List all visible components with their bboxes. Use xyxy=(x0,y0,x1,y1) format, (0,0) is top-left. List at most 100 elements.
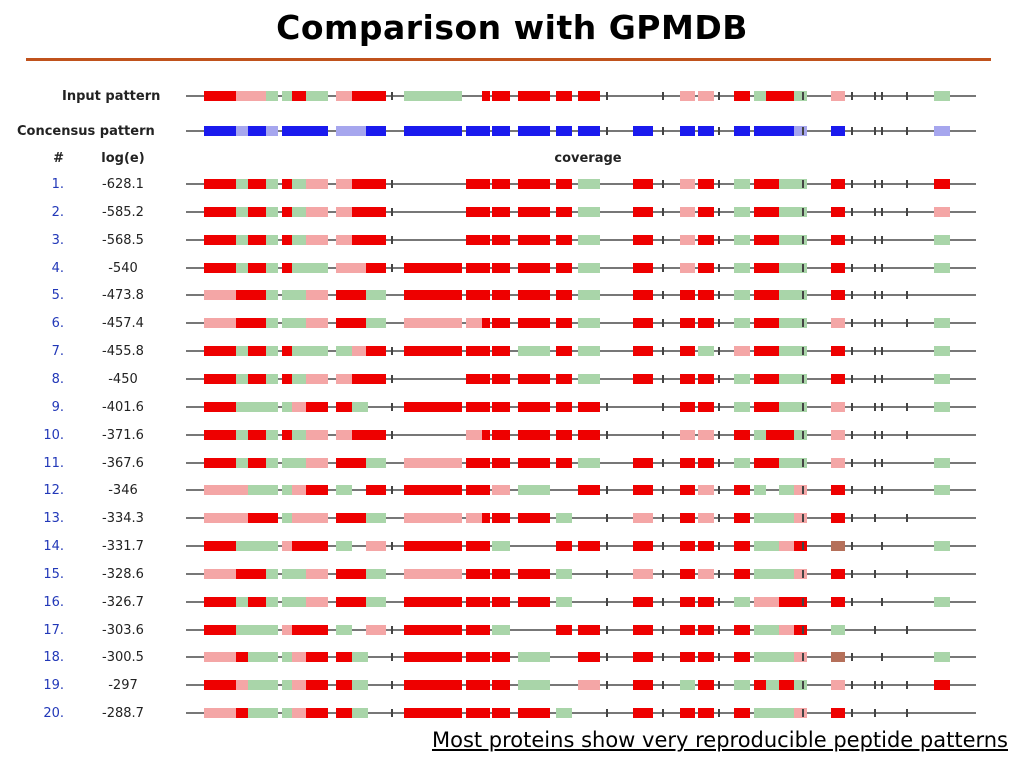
peptide-segment xyxy=(831,708,845,718)
peptide-segment xyxy=(556,126,572,136)
column-header-coverage: coverage xyxy=(554,151,622,166)
peptide-segment xyxy=(556,235,572,245)
cleavage-tick xyxy=(881,92,883,100)
row-loge: -288.7 xyxy=(102,706,144,721)
row-number[interactable]: 6. xyxy=(51,316,64,331)
row-number[interactable]: 11. xyxy=(43,456,64,471)
peptide-segment xyxy=(236,179,251,189)
peptide-segment xyxy=(282,374,296,384)
peptide-segment xyxy=(466,346,482,356)
peptide-segment xyxy=(794,541,807,551)
peptide-segment xyxy=(352,652,368,662)
row-number[interactable]: 1. xyxy=(51,177,64,192)
row-loge: -331.7 xyxy=(102,539,144,554)
peptide-segment xyxy=(336,569,352,579)
row-number[interactable]: 19. xyxy=(43,678,64,693)
cleavage-tick xyxy=(606,92,608,100)
peptide-segment xyxy=(282,318,296,328)
peptide-segment xyxy=(492,374,510,384)
peptide-segment xyxy=(578,541,600,551)
peptide-segment xyxy=(633,126,653,136)
cleavage-tick xyxy=(662,291,664,299)
peptide-segment xyxy=(466,207,482,217)
peptide-segment xyxy=(204,597,236,607)
peptide-segment xyxy=(734,513,750,523)
peptide-segment xyxy=(754,235,766,245)
cleavage-tick xyxy=(802,542,804,550)
row-number[interactable]: 2. xyxy=(51,205,64,220)
peptide-segment xyxy=(336,263,352,273)
peptide-segment xyxy=(404,597,462,607)
row-loge: -328.6 xyxy=(102,567,144,582)
cleavage-tick xyxy=(391,347,393,355)
peptide-segment xyxy=(248,290,266,300)
coverage-track xyxy=(186,567,976,581)
row-loge: -457.4 xyxy=(102,316,144,331)
row-number[interactable]: 9. xyxy=(51,400,64,415)
peptide-segment xyxy=(556,374,572,384)
row-number[interactable]: 16. xyxy=(43,595,64,610)
cleavage-tick xyxy=(851,653,853,661)
peptide-segment xyxy=(794,263,807,273)
row-number[interactable]: 8. xyxy=(51,372,64,387)
row-number[interactable]: 12. xyxy=(43,483,64,498)
row-loge: -568.5 xyxy=(102,233,144,248)
peptide-segment xyxy=(492,513,510,523)
cleavage-tick xyxy=(802,709,804,717)
cleavage-tick xyxy=(662,180,664,188)
peptide-segment xyxy=(204,541,236,551)
peptide-segment xyxy=(352,207,368,217)
cleavage-tick xyxy=(881,127,883,135)
peptide-segment xyxy=(794,318,807,328)
row-number[interactable]: 17. xyxy=(43,623,64,638)
peptide-segment xyxy=(306,179,328,189)
peptide-segment xyxy=(336,652,352,662)
peptide-segment xyxy=(482,652,490,662)
cleavage-tick xyxy=(881,375,883,383)
peptide-segment xyxy=(292,430,308,440)
peptide-segment xyxy=(734,708,750,718)
peptide-segment xyxy=(492,179,510,189)
row-number[interactable]: 18. xyxy=(43,650,64,665)
peptide-segment xyxy=(766,569,784,579)
peptide-segment xyxy=(466,680,482,690)
row-number[interactable]: 10. xyxy=(43,428,64,443)
peptide-segment xyxy=(236,625,251,635)
peptide-segment xyxy=(352,708,368,718)
row-number[interactable]: 5. xyxy=(51,288,64,303)
peptide-segment xyxy=(404,485,462,495)
peptide-segment xyxy=(404,402,462,412)
peptide-segment xyxy=(633,625,653,635)
cleavage-tick xyxy=(391,236,393,244)
row-number[interactable]: 7. xyxy=(51,344,64,359)
coverage-track xyxy=(186,233,976,247)
peptide-segment xyxy=(404,569,462,579)
peptide-segment xyxy=(336,374,352,384)
row-number[interactable]: 4. xyxy=(51,261,64,276)
cleavage-tick xyxy=(906,626,908,634)
peptide-segment xyxy=(366,207,386,217)
peptide-segment xyxy=(766,458,784,468)
coverage-track xyxy=(186,400,976,414)
peptide-segment xyxy=(633,179,653,189)
coverage-track xyxy=(186,372,976,386)
cleavage-tick xyxy=(874,92,876,100)
peptide-segment xyxy=(482,680,490,690)
row-number[interactable]: 3. xyxy=(51,233,64,248)
peptide-segment xyxy=(831,402,845,412)
peptide-segment xyxy=(518,91,550,101)
peptide-segment xyxy=(248,207,266,217)
cleavage-tick xyxy=(662,236,664,244)
peptide-segment xyxy=(492,318,510,328)
row-number[interactable]: 14. xyxy=(43,539,64,554)
row-number[interactable]: 20. xyxy=(43,706,64,721)
cleavage-tick xyxy=(718,403,720,411)
cleavage-tick xyxy=(718,681,720,689)
peptide-segment xyxy=(766,91,784,101)
row-number[interactable]: 13. xyxy=(43,511,64,526)
row-number[interactable]: 15. xyxy=(43,567,64,582)
cleavage-tick xyxy=(851,681,853,689)
coverage-track xyxy=(186,344,976,358)
peptide-segment xyxy=(366,541,386,551)
peptide-segment xyxy=(680,625,695,635)
